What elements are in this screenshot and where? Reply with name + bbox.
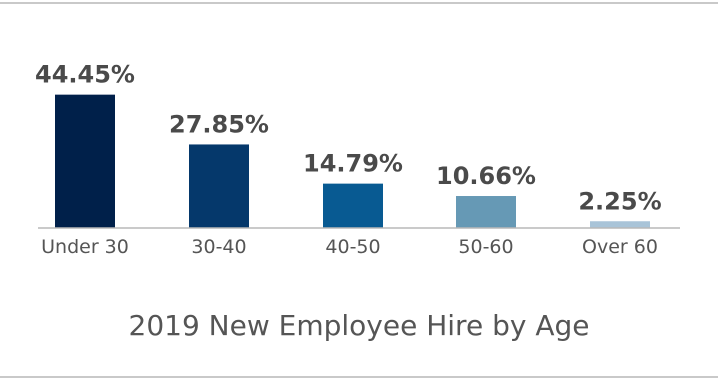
- value-label-1: 44.45%: [35, 61, 135, 89]
- x-tick-label-2: 30-40: [191, 236, 246, 258]
- x-tick-label-1: Under 30: [41, 236, 129, 258]
- value-label-3: 14.79%: [303, 150, 403, 178]
- bar-4: [456, 196, 516, 228]
- bar-1: [55, 94, 115, 229]
- x-tick-label-3: 40-50: [325, 236, 380, 258]
- labels-layer: 44.45% Under 30 27.85% 30-40 14.79% 40-50 10.6…: [35, 61, 662, 258]
- value-label-2: 27.85%: [169, 110, 269, 138]
- bars-layer: [55, 94, 650, 229]
- chart-title: 2019 New Employee Hire by Age: [128, 309, 590, 342]
- bar-3: [323, 183, 383, 228]
- value-label-5: 2.25%: [578, 187, 661, 215]
- bar-2: [189, 144, 249, 228]
- top-divider: [0, 2, 718, 4]
- value-label-4: 10.66%: [436, 162, 536, 190]
- x-tick-label-4: 50-60: [458, 236, 513, 258]
- bottom-divider: [0, 376, 718, 378]
- bar-chart: 44.45% Under 30 27.85% 30-40 14.79% 40-50 10.6…: [35, 61, 680, 258]
- bar-5: [590, 221, 650, 228]
- x-tick-label-5: Over 60: [582, 236, 658, 258]
